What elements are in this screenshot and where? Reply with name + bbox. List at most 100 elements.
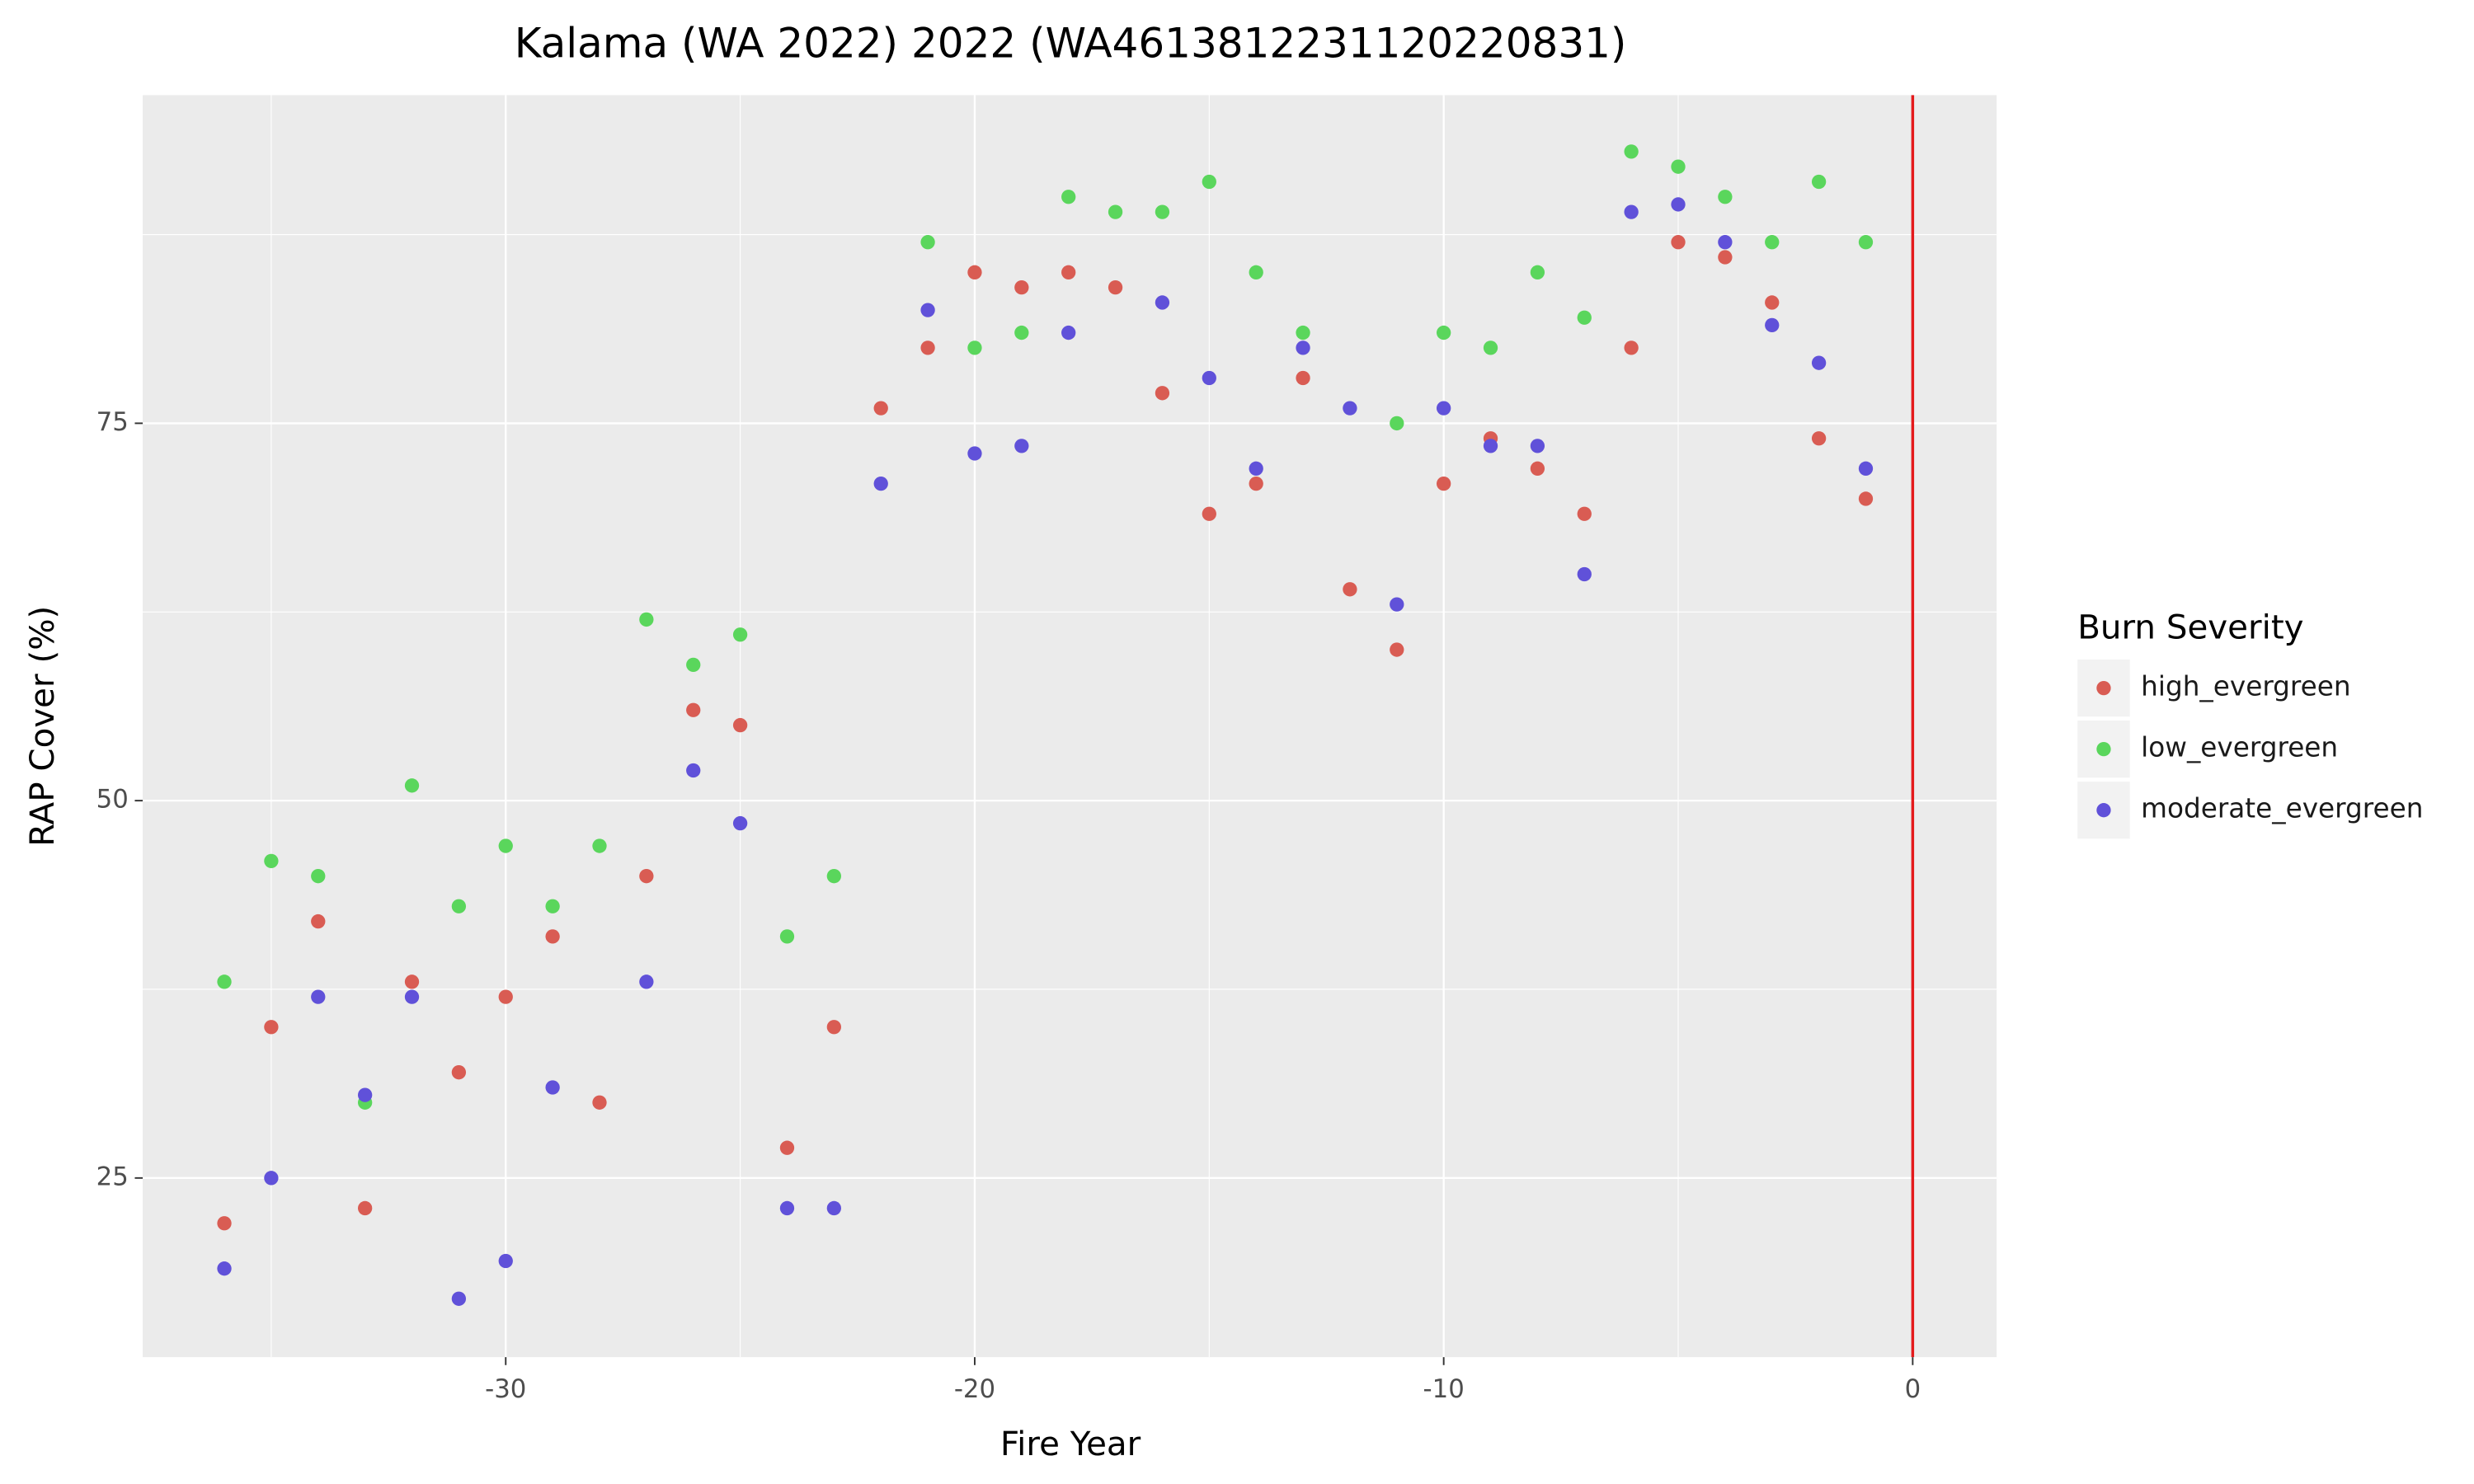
legend-title: Burn Severity [2077, 608, 2303, 646]
point [1296, 325, 1310, 340]
legend-marker [2096, 803, 2111, 818]
point [1108, 279, 1123, 295]
point [498, 1253, 513, 1269]
point [826, 1200, 841, 1216]
point [1437, 476, 1451, 491]
point [1202, 370, 1216, 386]
point [1343, 582, 1357, 597]
point [1765, 317, 1780, 333]
point [311, 869, 326, 884]
point [498, 989, 513, 1004]
point [686, 702, 701, 717]
plot-background [143, 95, 1997, 1358]
point [1249, 476, 1263, 491]
point [1296, 370, 1310, 386]
point [592, 838, 607, 853]
point [1718, 235, 1733, 250]
point [1765, 295, 1780, 310]
point [264, 1020, 279, 1035]
point [217, 974, 232, 989]
point [1390, 416, 1404, 431]
point [1577, 310, 1592, 325]
point [1718, 190, 1733, 204]
point [1624, 340, 1639, 355]
point [1437, 401, 1451, 416]
point [1530, 439, 1545, 453]
point [639, 869, 654, 884]
points [217, 144, 1874, 1306]
point [498, 838, 513, 853]
point [404, 989, 420, 1004]
point [732, 815, 748, 831]
point [1765, 235, 1780, 250]
point [545, 899, 560, 913]
point [404, 778, 420, 793]
point [404, 974, 420, 989]
point [1858, 461, 1874, 476]
point [967, 340, 982, 355]
point [451, 899, 467, 913]
point [1858, 235, 1874, 250]
point [1624, 204, 1639, 219]
point [639, 612, 654, 627]
chart-title: Kalama (WA 2022) 2022 (WA461381223112022… [515, 19, 1627, 67]
point [1061, 265, 1076, 279]
point [264, 853, 279, 869]
point [873, 401, 888, 416]
point [1858, 491, 1874, 506]
point [1202, 174, 1216, 190]
x-tick-label: -20 [954, 1374, 995, 1404]
point [217, 1216, 232, 1231]
point [545, 1080, 560, 1095]
x-tick-label: -10 [1423, 1374, 1465, 1404]
point [311, 989, 326, 1004]
point [1155, 204, 1170, 219]
point [592, 1095, 607, 1110]
point [967, 265, 982, 279]
point [686, 763, 701, 778]
point [779, 1140, 795, 1155]
point [1530, 461, 1545, 476]
point [826, 1020, 841, 1035]
point [357, 1087, 373, 1102]
point [967, 446, 982, 461]
point [1811, 174, 1827, 190]
point [1530, 265, 1545, 279]
point [451, 1065, 467, 1080]
point [1811, 431, 1827, 446]
point [1390, 597, 1404, 612]
legend-label: high_evergreen [2141, 671, 2350, 702]
point [1155, 295, 1170, 310]
point [1624, 144, 1639, 159]
y-tick-label: 50 [96, 785, 129, 815]
point [1671, 159, 1686, 174]
y-tick-label: 75 [96, 407, 129, 437]
point [732, 717, 748, 733]
point [1577, 506, 1592, 521]
point [1671, 235, 1686, 250]
point [1718, 250, 1733, 265]
point [1390, 642, 1404, 657]
point [1014, 279, 1029, 295]
point [1202, 506, 1216, 521]
point [1155, 386, 1170, 401]
legend-marker [2096, 742, 2111, 757]
legend-marker [2096, 680, 2111, 696]
point [873, 476, 888, 491]
point [920, 340, 935, 355]
point [311, 913, 326, 929]
point [1061, 325, 1076, 340]
point [826, 869, 841, 884]
point [264, 1171, 279, 1186]
point [1061, 190, 1076, 204]
x-tick-label: 0 [1905, 1374, 1921, 1404]
legend-label: low_evergreen [2141, 732, 2338, 763]
point [1249, 461, 1263, 476]
point [1014, 439, 1029, 453]
point [779, 929, 795, 944]
point [1483, 439, 1498, 453]
point [732, 627, 748, 642]
point [1811, 355, 1827, 370]
